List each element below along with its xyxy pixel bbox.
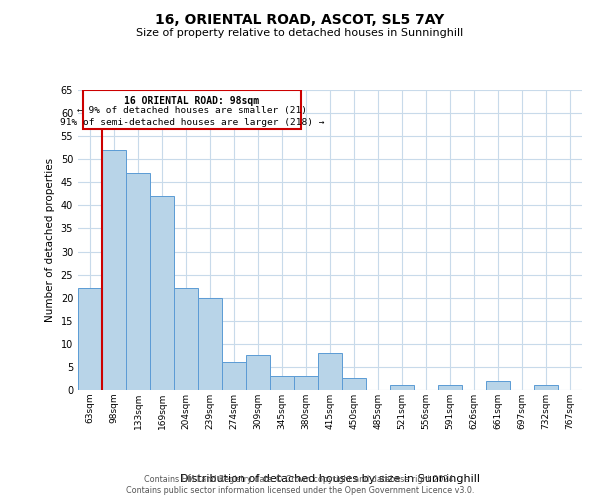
X-axis label: Distribution of detached houses by size in Sunninghill: Distribution of detached houses by size … [180, 474, 480, 484]
Bar [294, 376, 318, 390]
Bar [198, 298, 222, 390]
Text: 16, ORIENTAL ROAD, ASCOT, SL5 7AY: 16, ORIENTAL ROAD, ASCOT, SL5 7AY [155, 12, 445, 26]
FancyBboxPatch shape [83, 90, 301, 129]
Bar [438, 386, 462, 390]
Text: 16 ORIENTAL ROAD: 98sqm: 16 ORIENTAL ROAD: 98sqm [124, 96, 260, 106]
Bar [486, 381, 510, 390]
Y-axis label: Number of detached properties: Number of detached properties [45, 158, 55, 322]
Text: 91% of semi-detached houses are larger (218) →: 91% of semi-detached houses are larger (… [60, 118, 324, 126]
Text: Size of property relative to detached houses in Sunninghill: Size of property relative to detached ho… [136, 28, 464, 38]
Bar [342, 378, 366, 390]
Bar [222, 362, 246, 390]
Bar [318, 353, 342, 390]
Text: Contains public sector information licensed under the Open Government Licence v3: Contains public sector information licen… [126, 486, 474, 495]
Bar [390, 386, 414, 390]
Bar [102, 150, 126, 390]
Text: ← 9% of detached houses are smaller (21): ← 9% of detached houses are smaller (21) [77, 106, 307, 115]
Bar [534, 386, 558, 390]
Bar [78, 288, 102, 390]
Bar [246, 356, 270, 390]
Bar [126, 173, 150, 390]
Bar [270, 376, 294, 390]
Bar [174, 288, 198, 390]
Text: Contains HM Land Registry data © Crown copyright and database right 2024.: Contains HM Land Registry data © Crown c… [144, 475, 456, 484]
Bar [150, 196, 174, 390]
